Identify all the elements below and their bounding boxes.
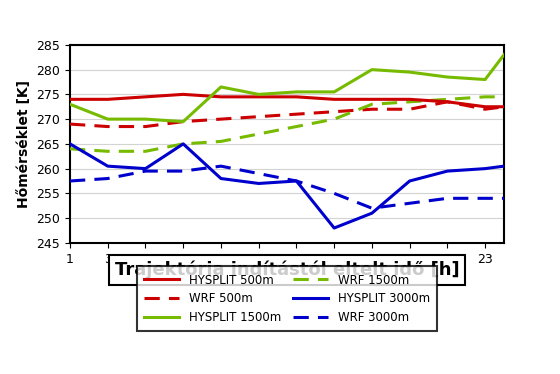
Y-axis label: Hőmérséklet [K]: Hőmérséklet [K] xyxy=(17,80,31,208)
Legend: HYSPLIT 500m, WRF 500m, HYSPLIT 1500m, WRF 1500m, HYSPLIT 3000m, WRF 3000m: HYSPLIT 500m, WRF 500m, HYSPLIT 1500m, W… xyxy=(137,267,437,331)
Text: Trajektória indítástól eltelt idő [h]: Trajektória indítástól eltelt idő [h] xyxy=(115,261,459,279)
